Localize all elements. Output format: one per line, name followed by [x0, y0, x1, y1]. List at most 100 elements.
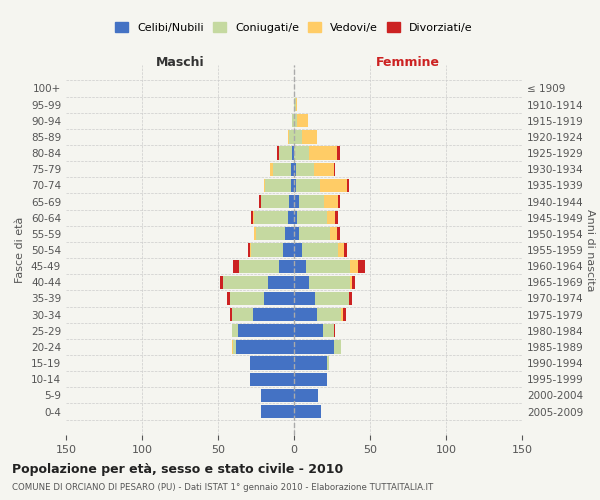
Bar [341, 308, 343, 321]
Bar [288, 130, 289, 143]
Bar [337, 227, 340, 240]
Bar [277, 146, 279, 160]
Bar [232, 324, 238, 338]
Bar [337, 146, 340, 160]
Bar [294, 260, 306, 273]
Bar [338, 195, 340, 208]
Bar [248, 244, 250, 256]
Bar [297, 114, 308, 128]
Text: COMUNE DI ORCIANO DI PESARO (PU) - Dati ISTAT 1° gennaio 2010 - Elaborazione TUT: COMUNE DI ORCIANO DI PESARO (PU) - Dati … [12, 484, 433, 492]
Bar [296, 179, 320, 192]
Bar [325, 195, 338, 208]
Bar [253, 308, 294, 321]
Bar [314, 162, 334, 176]
Bar [238, 324, 294, 338]
Bar [350, 260, 358, 273]
Bar [320, 179, 347, 192]
Bar [288, 211, 294, 224]
Y-axis label: Fasce di età: Fasce di età [16, 217, 25, 283]
Bar [297, 211, 328, 224]
Bar [269, 162, 273, 176]
Bar [259, 195, 260, 208]
Bar [263, 179, 265, 192]
Bar [279, 146, 292, 160]
Text: Popolazione per età, sesso e stato civile - 2010: Popolazione per età, sesso e stato civil… [12, 462, 343, 475]
Bar [289, 130, 294, 143]
Bar [265, 179, 291, 192]
Bar [268, 276, 294, 289]
Bar [334, 324, 335, 338]
Bar [291, 162, 294, 176]
Bar [254, 227, 256, 240]
Bar [294, 324, 323, 338]
Bar [296, 162, 314, 176]
Bar [227, 292, 230, 305]
Bar [254, 211, 288, 224]
Bar [294, 146, 309, 160]
Bar [291, 179, 294, 192]
Bar [302, 244, 338, 256]
Bar [236, 340, 294, 353]
Bar [294, 340, 334, 353]
Bar [233, 260, 239, 273]
Bar [230, 292, 263, 305]
Bar [328, 211, 335, 224]
Bar [334, 340, 341, 353]
Text: Femmine: Femmine [376, 56, 440, 69]
Bar [294, 162, 296, 176]
Bar [273, 162, 291, 176]
Bar [294, 179, 296, 192]
Bar [347, 179, 349, 192]
Bar [350, 276, 352, 289]
Bar [251, 244, 283, 256]
Bar [358, 260, 365, 273]
Bar [294, 389, 319, 402]
Bar [309, 276, 350, 289]
Bar [260, 195, 289, 208]
Bar [294, 211, 297, 224]
Bar [294, 372, 328, 386]
Y-axis label: Anni di nascita: Anni di nascita [585, 209, 595, 291]
Bar [250, 244, 251, 256]
Bar [299, 195, 325, 208]
Bar [294, 114, 297, 128]
Bar [283, 244, 294, 256]
Bar [294, 244, 302, 256]
Bar [250, 372, 294, 386]
Bar [343, 308, 346, 321]
Bar [302, 130, 317, 143]
Bar [260, 405, 294, 418]
Bar [309, 146, 337, 160]
Bar [220, 276, 223, 289]
Bar [335, 211, 338, 224]
Bar [279, 260, 294, 273]
Bar [292, 146, 294, 160]
Bar [223, 276, 268, 289]
Bar [349, 292, 352, 305]
Bar [294, 98, 296, 111]
Bar [260, 389, 294, 402]
Bar [256, 227, 285, 240]
Bar [323, 324, 334, 338]
Bar [253, 211, 254, 224]
Bar [230, 308, 232, 321]
Bar [294, 130, 302, 143]
Bar [331, 227, 337, 240]
Bar [292, 114, 294, 128]
Bar [251, 211, 253, 224]
Bar [344, 244, 347, 256]
Bar [294, 356, 328, 370]
Bar [232, 340, 233, 353]
Bar [294, 227, 299, 240]
Bar [328, 356, 329, 370]
Bar [294, 308, 317, 321]
Text: Maschi: Maschi [155, 56, 205, 69]
Legend: Celibi/Nubili, Coniugati/e, Vedovi/e, Divorziati/e: Celibi/Nubili, Coniugati/e, Vedovi/e, Di… [112, 19, 476, 36]
Bar [232, 308, 253, 321]
Bar [239, 260, 279, 273]
Bar [294, 276, 309, 289]
Bar [294, 195, 299, 208]
Bar [263, 292, 294, 305]
Bar [285, 227, 294, 240]
Bar [352, 276, 355, 289]
